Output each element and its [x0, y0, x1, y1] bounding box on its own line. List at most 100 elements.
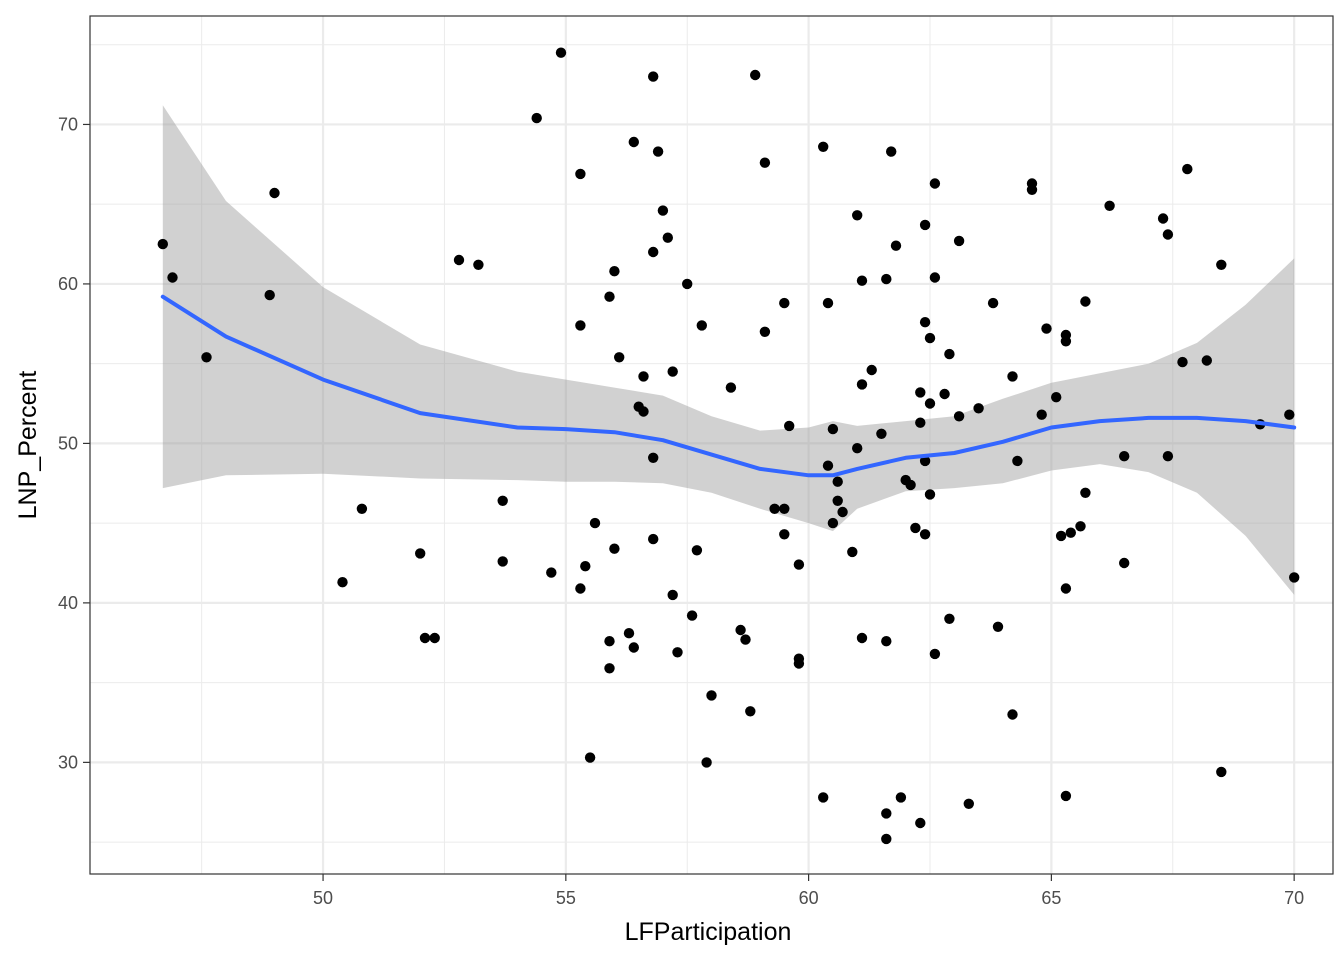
data-point — [944, 348, 955, 360]
data-point — [929, 272, 941, 283]
data-point — [604, 291, 615, 302]
panel-border — [89, 15, 1334, 875]
data-point — [609, 266, 620, 277]
data-point — [827, 517, 839, 529]
data-point — [337, 577, 348, 588]
data-point — [1157, 213, 1169, 224]
smooth-line-layer — [160, 294, 1297, 478]
data-point — [740, 634, 751, 645]
data-point — [1041, 323, 1052, 334]
data-point — [157, 238, 168, 250]
data-point — [1060, 790, 1072, 802]
data-point — [822, 297, 834, 309]
data-point — [691, 545, 703, 556]
data-point — [1080, 296, 1091, 307]
data-point — [793, 653, 805, 664]
data-point — [852, 210, 863, 221]
data-point — [648, 533, 659, 545]
data-point — [269, 187, 280, 199]
data-point — [779, 297, 790, 309]
data-point — [919, 529, 931, 540]
data-point — [1104, 200, 1115, 211]
data-point — [818, 792, 829, 803]
data-point — [827, 423, 839, 435]
data-point — [919, 219, 931, 231]
data-point — [628, 136, 639, 148]
y-tick-label: 70 — [58, 114, 78, 134]
data-point — [929, 178, 941, 189]
x-axis-title: LFParticipation — [625, 918, 792, 946]
data-point — [638, 406, 649, 417]
y-axis-ticks: 30 40 50 60 70 — [58, 114, 90, 772]
data-point — [429, 632, 440, 644]
data-point — [856, 275, 868, 286]
data-point — [667, 589, 678, 601]
data-point — [881, 808, 892, 819]
data-point — [915, 817, 926, 829]
data-point — [609, 543, 620, 554]
data-point — [725, 382, 737, 393]
data-point — [264, 289, 275, 301]
data-point — [953, 411, 965, 422]
y-tick-label: 30 — [58, 752, 78, 772]
data-point — [856, 632, 868, 644]
x-tick-label: 60 — [799, 888, 819, 908]
data-point — [555, 47, 567, 58]
data-point — [589, 517, 601, 529]
data-point — [682, 278, 693, 290]
data-point — [895, 792, 907, 803]
data-point — [1007, 709, 1018, 720]
data-point — [905, 479, 916, 491]
data-point — [575, 583, 586, 594]
data-point — [953, 235, 965, 247]
data-point — [924, 398, 936, 409]
data-point — [924, 332, 936, 344]
data-point — [1201, 355, 1213, 366]
data-point — [415, 548, 426, 559]
data-point — [818, 141, 829, 152]
data-point — [866, 364, 877, 376]
data-point — [648, 246, 659, 258]
data-point — [167, 272, 178, 283]
data-point — [890, 240, 902, 251]
data-point — [963, 798, 974, 809]
data-point — [1026, 184, 1038, 195]
data-point — [1012, 455, 1023, 467]
data-point — [915, 417, 926, 428]
data-point — [992, 621, 1004, 632]
data-point — [531, 112, 542, 124]
data-point — [856, 379, 868, 390]
x-axis-ticks: 50 55 60 65 70 — [313, 874, 1304, 908]
x-tick-label: 65 — [1041, 888, 1061, 908]
data-point — [759, 157, 771, 168]
data-point — [1177, 356, 1188, 368]
data-point — [638, 371, 649, 382]
data-point — [919, 455, 931, 467]
data-point — [881, 636, 892, 647]
data-point — [604, 636, 615, 647]
data-point — [1060, 329, 1072, 341]
data-point — [735, 624, 746, 636]
data-point — [837, 506, 848, 518]
confidence-band — [162, 105, 1295, 595]
data-point — [876, 428, 887, 439]
data-point — [575, 320, 586, 331]
data-point — [822, 460, 834, 471]
data-point — [1060, 583, 1072, 594]
data-point — [623, 628, 635, 639]
data-point — [696, 320, 707, 331]
y-tick-label: 50 — [58, 433, 78, 453]
data-point — [201, 352, 212, 363]
data-point — [575, 168, 586, 180]
data-point — [1080, 487, 1091, 498]
data-point — [915, 387, 926, 398]
data-point — [614, 352, 625, 363]
data-point — [779, 529, 790, 540]
data-point — [832, 495, 843, 506]
data-point — [648, 71, 659, 82]
data-point — [604, 663, 615, 674]
data-point — [686, 610, 698, 621]
data-point — [759, 326, 771, 337]
data-point — [453, 254, 465, 266]
x-tick-label: 70 — [1284, 888, 1304, 908]
